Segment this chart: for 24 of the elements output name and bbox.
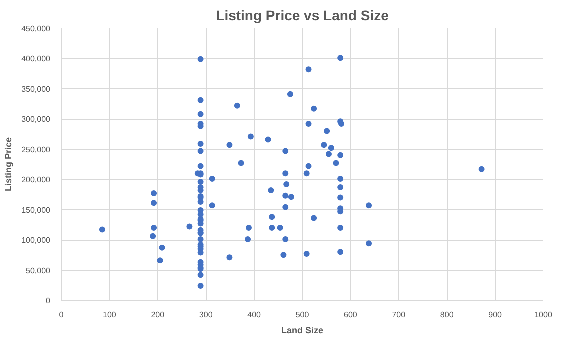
y-tick-label: 150,000 (22, 206, 52, 215)
x-tick-label: 800 (440, 310, 454, 320)
chart-title: Listing Price vs Land Size (216, 8, 390, 24)
x-tick-label: 700 (392, 310, 406, 320)
y-tick-label: 100,000 (22, 236, 52, 246)
x-tick-label: 0 (59, 310, 64, 320)
y-axis-title: Listing Price (4, 137, 14, 192)
x-tick-label: 1000 (534, 310, 553, 320)
x-tick-label: 500 (296, 310, 310, 320)
y-tick-label: 300,000 (22, 115, 52, 124)
y-tick-label: 50,000 (26, 266, 52, 276)
y-tick-label: 0 (46, 296, 52, 306)
y-tick-label: 400,000 (22, 54, 52, 64)
x-tick-label: 100 (103, 310, 117, 320)
x-tick-label: 900 (488, 310, 503, 320)
x-tick-label: 200 (151, 310, 166, 320)
x-tick-label: 300 (199, 310, 214, 320)
x-tick-label: 400 (248, 310, 262, 320)
y-tick-label: 250,000 (22, 145, 52, 154)
x-tick-label: 600 (344, 310, 358, 320)
y-tick-label: 200,000 (22, 176, 52, 185)
y-tick-label: 350,000 (22, 84, 52, 94)
y-tick-label: 450,000 (22, 24, 52, 34)
x-axis-title: Land Size (281, 326, 324, 336)
